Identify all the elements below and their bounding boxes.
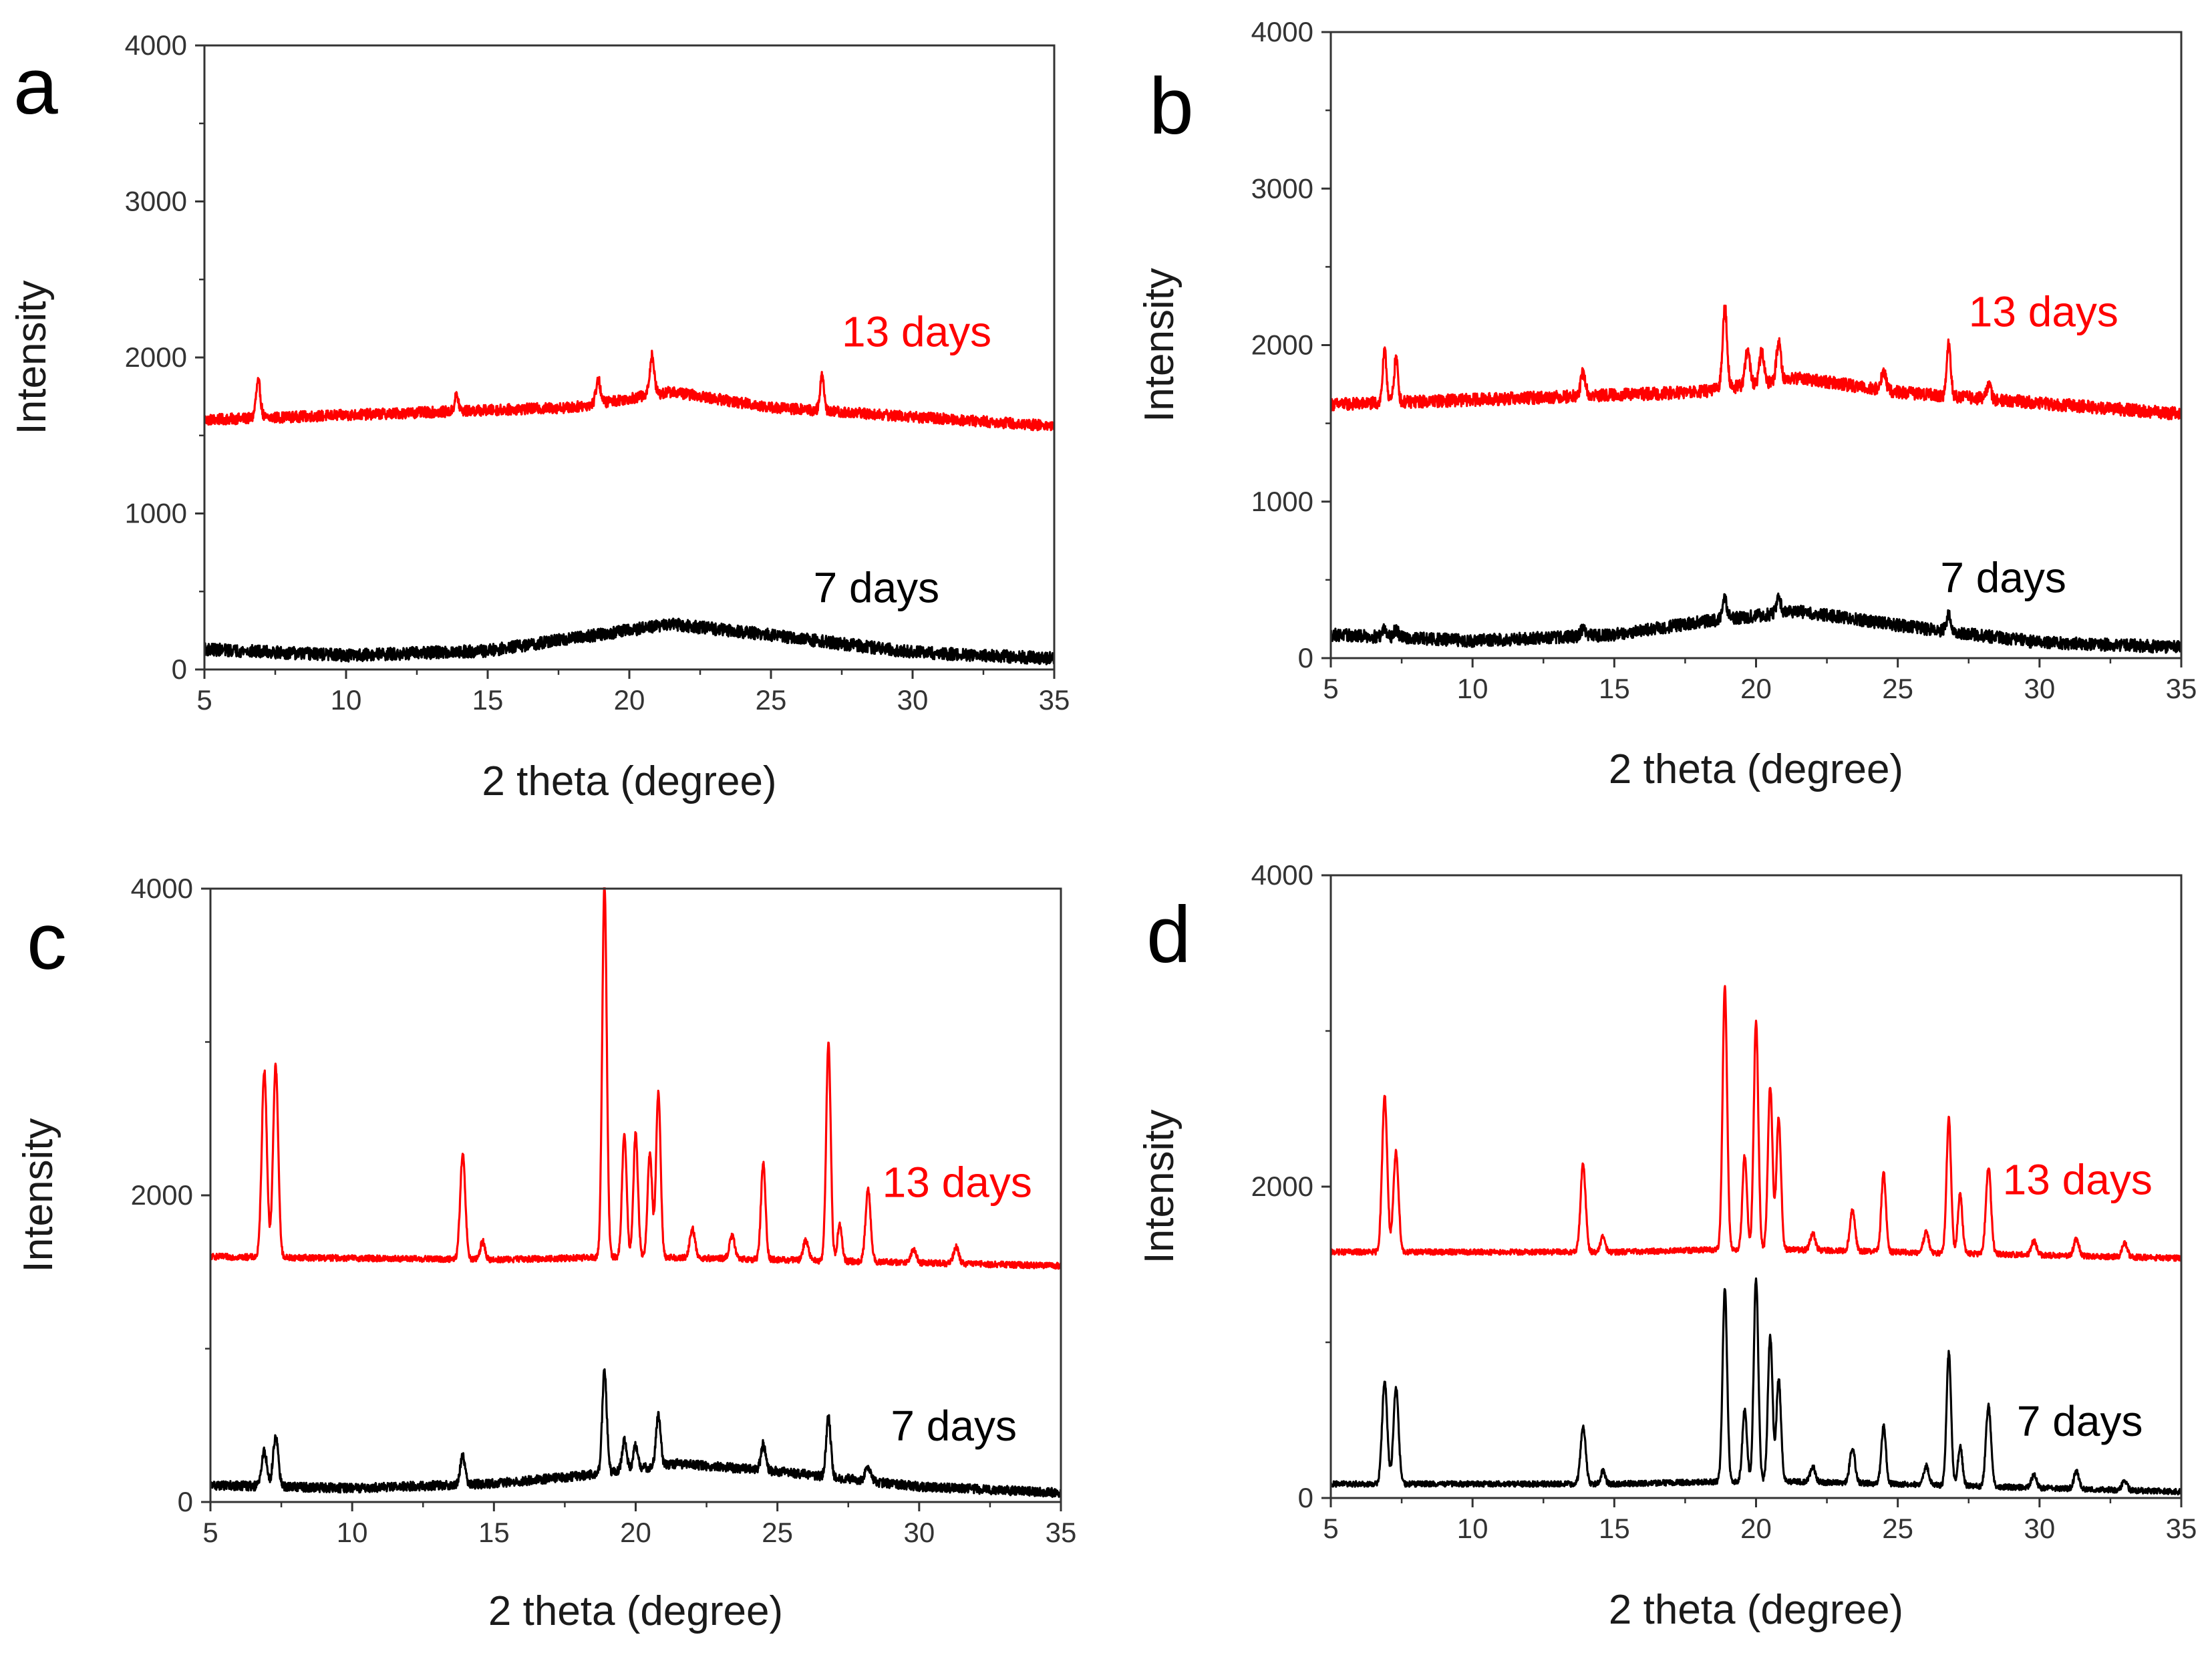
x-axis-title: 2 theta (degree): [1609, 746, 1903, 792]
series-line-7-days: [1331, 592, 2181, 654]
series-annotation: 7 days: [1940, 554, 2066, 602]
y-tick-label: 4000: [1251, 16, 1313, 47]
panel-letter: c: [27, 897, 67, 986]
panel-d: 5 10 15 20 25 30 35 0 2000 4000 2 theta (degree) In…: [1136, 859, 2197, 1633]
x-tick-label: 30: [897, 684, 929, 716]
x-tick-label: 30: [903, 1517, 935, 1548]
x-tick-label: 10: [331, 684, 362, 716]
series-line-13-days: [204, 349, 1054, 432]
panel-letter: d: [1146, 890, 1191, 980]
y-tick-label: 0: [1298, 642, 1313, 673]
x-tick-label: 30: [2024, 1513, 2055, 1544]
x-tick-label: 5: [202, 1517, 218, 1548]
x-tick-label: 5: [196, 684, 212, 716]
x-tick-label: 25: [1882, 673, 1913, 704]
x-tick-label: 10: [1457, 1513, 1488, 1544]
series-annotation: 13 days: [1969, 287, 2118, 335]
y-tick-label: 3000: [1251, 172, 1313, 204]
y-tick-label: 3000: [125, 186, 187, 217]
x-axis-title: 2 theta (degree): [1609, 1587, 1903, 1633]
x-tick-label: 15: [1599, 1513, 1630, 1544]
y-tick-label: 1000: [125, 498, 187, 529]
panel-a: 5 10 15 20 25 30 35 0 1000 2000 3000 4000 2 theta (d…: [9, 29, 1070, 804]
series-line-7-days: [204, 617, 1054, 665]
x-tick-label: 5: [1323, 673, 1338, 704]
series-line-7-days: [210, 1368, 1061, 1498]
series-annotation: 7 days: [2017, 1397, 2143, 1445]
x-tick-label: 25: [1882, 1513, 1913, 1544]
x-tick-label: 35: [2166, 673, 2197, 704]
series-line-13-days: [1331, 985, 2181, 1262]
series-annotation: 13 days: [2003, 1156, 2153, 1204]
x-tick-label: 25: [762, 1517, 793, 1548]
y-tick-label: 1000: [1251, 486, 1313, 517]
x-axis-title: 2 theta (degree): [488, 1588, 783, 1634]
panel-letter: b: [1149, 61, 1194, 151]
y-tick-label: 2000: [1251, 1171, 1313, 1202]
y-axis-title: Intensity: [1136, 1110, 1182, 1264]
y-tick-label: 2000: [1251, 329, 1313, 361]
x-tick-label: 20: [620, 1517, 651, 1548]
series-line-13-days: [210, 887, 1061, 1270]
x-tick-label: 35: [2166, 1513, 2197, 1544]
panel-b: 5 10 15 20 25 30 35 0 1000 2000 3000 4000 2 theta (d…: [1136, 16, 2197, 792]
x-tick-label: 25: [756, 684, 787, 716]
x-tick-label: 20: [1740, 673, 1772, 704]
series-line-7-days: [1331, 1277, 2181, 1496]
x-tick-label: 10: [337, 1517, 368, 1548]
x-tick-label: 10: [1457, 673, 1488, 704]
panel-letter: a: [13, 41, 58, 131]
series-annotation: 13 days: [842, 308, 991, 356]
y-axis-title: Intensity: [9, 281, 55, 435]
x-tick-label: 5: [1323, 1513, 1338, 1544]
x-tick-label: 35: [1039, 684, 1070, 716]
y-axis-title: Intensity: [1136, 268, 1182, 422]
y-tick-label: 2000: [125, 341, 187, 373]
x-tick-label: 35: [1046, 1517, 1077, 1548]
x-tick-label: 30: [2024, 673, 2055, 704]
y-tick-label: 4000: [125, 29, 187, 61]
series-annotation: 13 days: [883, 1158, 1032, 1206]
x-tick-label: 20: [614, 684, 645, 716]
x-tick-label: 15: [478, 1517, 510, 1548]
series-line-13-days: [1331, 304, 2181, 421]
x-tick-label: 15: [1599, 673, 1630, 704]
y-tick-label: 4000: [131, 873, 193, 904]
series-annotation: 7 days: [814, 564, 940, 612]
y-tick-label: 2000: [131, 1179, 193, 1211]
x-axis-title: 2 theta (degree): [482, 758, 776, 804]
y-tick-label: 0: [1298, 1482, 1313, 1513]
series-annotation: 7 days: [891, 1402, 1017, 1450]
y-tick-label: 0: [178, 1486, 193, 1517]
panel-c: 5 10 15 20 25 30 35 0 2000 4000 2 theta (degree) In…: [15, 873, 1076, 1634]
x-tick-label: 15: [472, 684, 504, 716]
y-axis-title: Intensity: [15, 1118, 61, 1273]
y-tick-label: 0: [172, 653, 187, 685]
y-tick-label: 4000: [1251, 859, 1313, 891]
x-tick-label: 20: [1740, 1513, 1772, 1544]
